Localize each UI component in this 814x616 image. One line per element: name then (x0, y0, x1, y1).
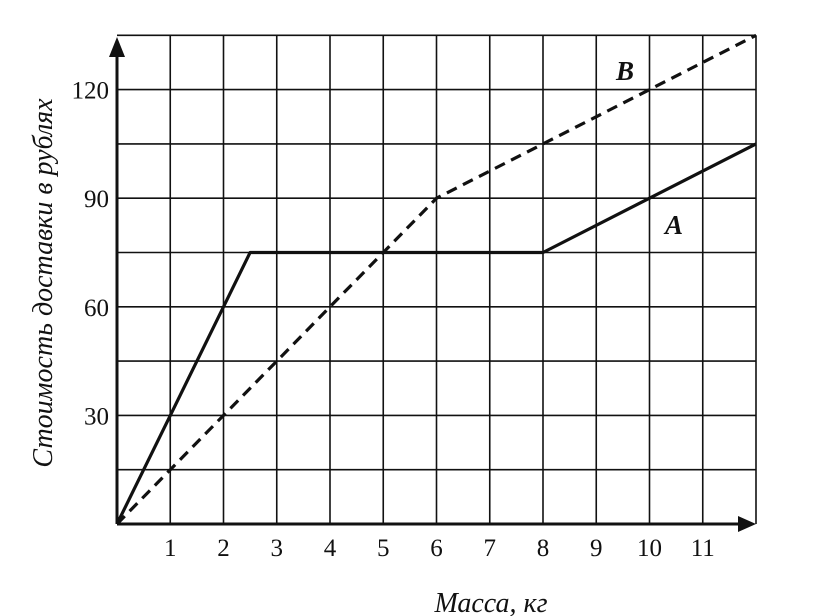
x-tick-label: 5 (377, 535, 390, 562)
y-axis-arrow (109, 37, 125, 57)
x-tick-label: 6 (430, 535, 443, 562)
x-tick-label: 1 (164, 535, 177, 562)
x-tick-label: 3 (271, 535, 284, 562)
x-tick-labels: 1 2 3 4 5 6 7 8 9 10 11 (164, 535, 715, 562)
y-tick-labels: 30 60 90 120 (72, 78, 110, 431)
axes (109, 37, 756, 532)
x-tick-label: 9 (590, 535, 603, 562)
x-tick-label: 2 (217, 535, 230, 562)
y-axis-label: Стоимость доставки в рублях (28, 98, 59, 468)
x-tick-label: 11 (691, 535, 715, 562)
y-tick-label: 90 (84, 186, 109, 213)
y-tick-label: 60 (84, 295, 109, 322)
y-tick-label: 120 (72, 78, 110, 105)
series-label-a: A (663, 210, 683, 240)
series-line-b (115, 33, 757, 526)
series-label-b: B (615, 56, 634, 86)
series-line-a (115, 142, 757, 525)
x-tick-label: 8 (537, 535, 550, 562)
grid (117, 34, 757, 524)
x-axis-label: Масса, кг (433, 588, 547, 616)
x-tick-label: 10 (637, 535, 662, 562)
series-lines (115, 33, 757, 526)
x-tick-label: 4 (324, 535, 337, 562)
x-tick-label: 7 (484, 535, 497, 562)
y-tick-label: 30 (84, 403, 109, 430)
x-axis-arrow (738, 516, 756, 532)
